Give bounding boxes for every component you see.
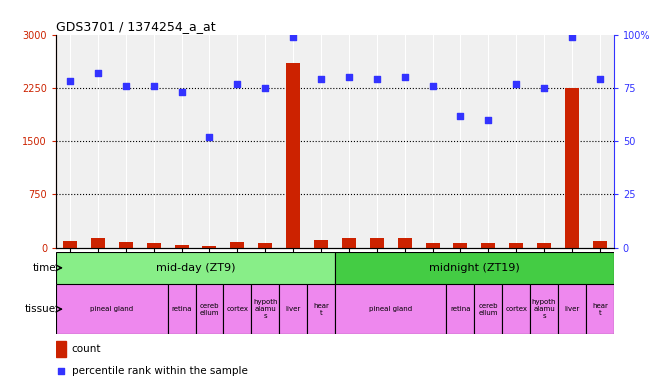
Bar bbox=[258, 243, 272, 248]
Bar bbox=[335, 284, 446, 334]
Text: pineal gland: pineal gland bbox=[369, 306, 412, 312]
Text: liver: liver bbox=[564, 306, 579, 312]
Point bbox=[121, 83, 131, 89]
Bar bbox=[510, 243, 523, 248]
Bar bbox=[307, 284, 335, 334]
Point bbox=[204, 134, 214, 140]
Text: retina: retina bbox=[450, 306, 471, 312]
Point bbox=[176, 89, 187, 95]
Bar bbox=[286, 63, 300, 248]
Bar bbox=[119, 242, 133, 248]
Bar bbox=[56, 341, 66, 357]
Text: liver: liver bbox=[286, 306, 301, 312]
Point bbox=[148, 83, 159, 89]
Text: hear
t: hear t bbox=[592, 303, 608, 316]
Bar bbox=[168, 284, 195, 334]
Point bbox=[483, 117, 494, 123]
Point bbox=[288, 34, 298, 40]
Text: mid-day (ZT9): mid-day (ZT9) bbox=[156, 263, 235, 273]
Text: tissue: tissue bbox=[25, 304, 56, 314]
Text: pineal gland: pineal gland bbox=[90, 306, 133, 312]
Text: cortex: cortex bbox=[505, 306, 527, 312]
Bar bbox=[565, 88, 579, 248]
Point bbox=[511, 81, 521, 87]
Bar bbox=[223, 284, 251, 334]
Text: retina: retina bbox=[172, 306, 192, 312]
Point bbox=[315, 76, 326, 83]
Point bbox=[399, 74, 410, 80]
Point bbox=[232, 81, 243, 87]
Bar bbox=[175, 245, 189, 248]
Bar bbox=[203, 246, 216, 248]
Text: count: count bbox=[72, 344, 101, 354]
Bar bbox=[453, 243, 467, 248]
Text: hear
t: hear t bbox=[313, 303, 329, 316]
Text: midnight (ZT19): midnight (ZT19) bbox=[429, 263, 520, 273]
Bar bbox=[56, 252, 335, 284]
Text: cereb
ellum: cereb ellum bbox=[200, 303, 219, 316]
Bar bbox=[147, 243, 160, 248]
Bar bbox=[475, 284, 502, 334]
Point bbox=[65, 78, 75, 84]
Point bbox=[595, 76, 605, 83]
Text: hypoth
alamu
s: hypoth alamu s bbox=[532, 299, 556, 319]
Bar bbox=[251, 284, 279, 334]
Point bbox=[372, 76, 382, 83]
Bar bbox=[63, 240, 77, 248]
Point bbox=[56, 368, 67, 374]
Bar bbox=[370, 238, 383, 248]
Point bbox=[92, 70, 103, 76]
Bar bbox=[195, 284, 223, 334]
Bar bbox=[230, 242, 244, 248]
Bar bbox=[342, 238, 356, 248]
Point bbox=[427, 83, 438, 89]
Bar bbox=[586, 284, 614, 334]
Bar bbox=[558, 284, 586, 334]
Text: hypoth
alamu
s: hypoth alamu s bbox=[253, 299, 277, 319]
Point bbox=[344, 74, 354, 80]
Bar bbox=[426, 243, 440, 248]
Bar bbox=[91, 238, 105, 248]
Bar bbox=[279, 284, 307, 334]
Text: cereb
ellum: cereb ellum bbox=[478, 303, 498, 316]
Bar bbox=[314, 240, 328, 248]
Bar bbox=[335, 252, 614, 284]
Bar bbox=[530, 284, 558, 334]
Text: percentile rank within the sample: percentile rank within the sample bbox=[72, 366, 248, 376]
Point bbox=[567, 34, 578, 40]
Bar bbox=[398, 238, 412, 248]
Point bbox=[260, 85, 271, 91]
Bar bbox=[593, 240, 607, 248]
Text: time: time bbox=[32, 263, 56, 273]
Point bbox=[539, 85, 549, 91]
Bar bbox=[502, 284, 530, 334]
Point bbox=[455, 113, 466, 119]
Text: cortex: cortex bbox=[226, 306, 248, 312]
Bar bbox=[481, 243, 495, 248]
Bar bbox=[537, 243, 551, 248]
Bar bbox=[446, 284, 475, 334]
Text: GDS3701 / 1374254_a_at: GDS3701 / 1374254_a_at bbox=[55, 20, 215, 33]
Bar bbox=[56, 284, 168, 334]
